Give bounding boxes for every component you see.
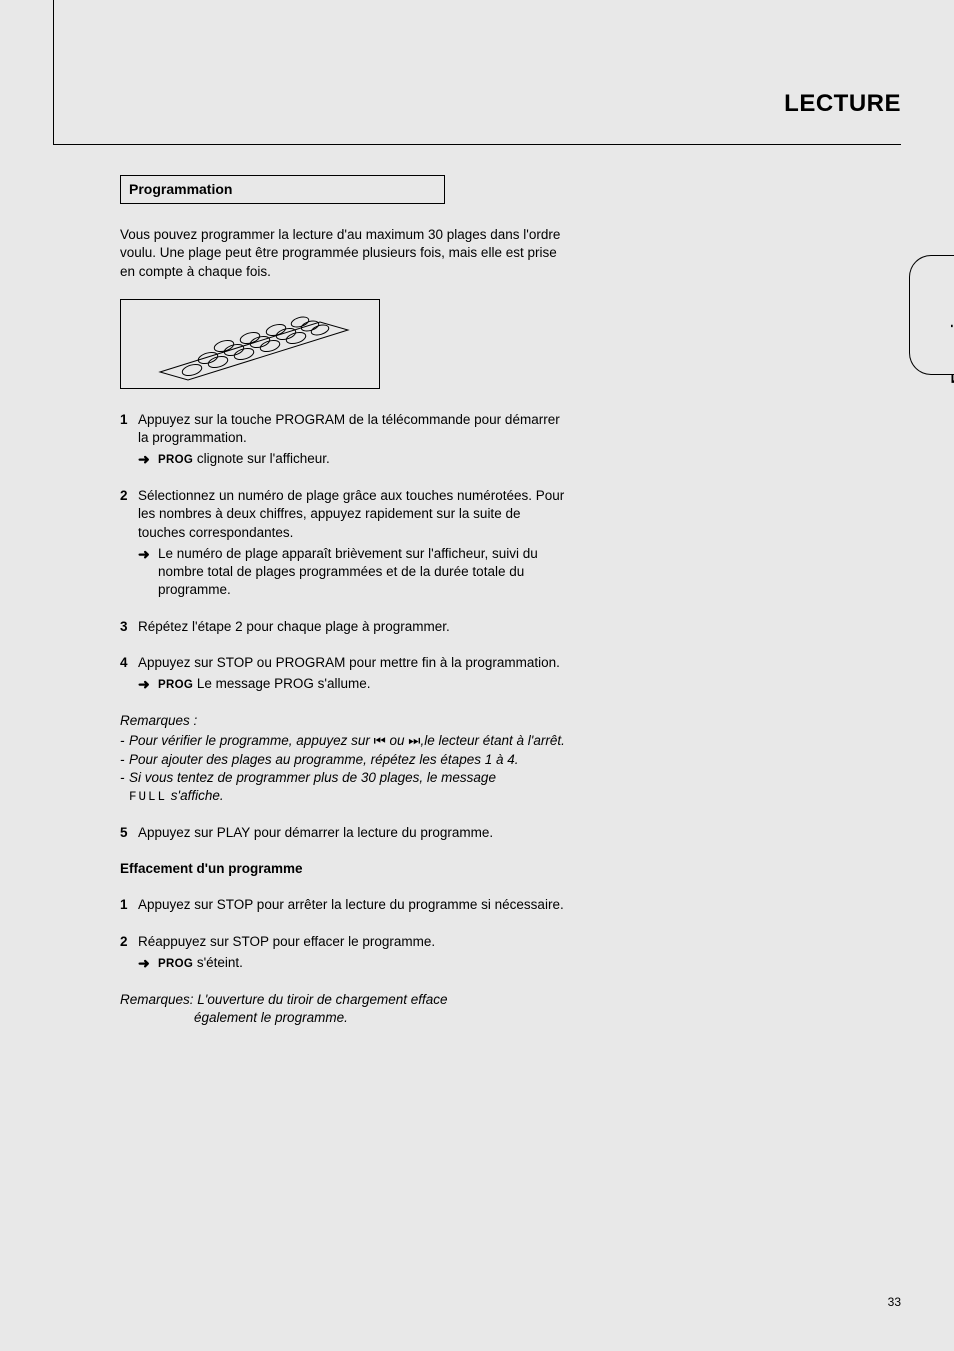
result-text: PROG clignote sur l'afficheur. (158, 450, 570, 469)
remarks-title: Remarques : (120, 712, 570, 730)
remote-control-figure (120, 299, 380, 389)
step-body: Répétez l'étape 2 pour chaque plage à pr… (138, 618, 570, 636)
step-text: Appuyez sur la touche PROGRAM de la télé… (138, 412, 560, 445)
remarks-block: Remarques : - Pour vérifier le programme… (120, 712, 570, 806)
step-number: 2 (120, 933, 138, 973)
step-number: 4 (120, 654, 138, 694)
step-body: Appuyez sur STOP pour arrêter la lecture… (138, 896, 570, 914)
main-content: Programmation Vous pouvez programmer la … (120, 175, 570, 1027)
subheading-erase: Effacement d'un programme (120, 860, 570, 878)
remark-part: ,le lecteur étant à l'arrêt. (420, 733, 564, 748)
step-text: Appuyez sur STOP ou PROGRAM pour mettre … (138, 655, 560, 670)
remark-text: Pour vérifier le programme, appuyez sur … (129, 732, 570, 751)
arrow-icon: ➜ (138, 675, 158, 694)
language-tab-label: Français (948, 314, 954, 384)
result-suffix: s'éteint. (193, 955, 243, 970)
arrow-icon: ➜ (138, 545, 158, 600)
step-number: 1 (120, 896, 138, 914)
erase-step-2: 2 Réappuyez sur STOP pour effacer le pro… (120, 933, 570, 973)
step-result: ➜ Le numéro de plage apparaît brièvement… (138, 545, 570, 600)
remark-3: - Si vous tentez de programmer plus de 3… (120, 769, 570, 787)
remark-part: Pour vérifier le programme, appuyez sur (129, 733, 374, 748)
erase-step-1: 1 Appuyez sur STOP pour arrêter la lectu… (120, 896, 570, 914)
step-text: Répétez l'étape 2 pour chaque plage à pr… (138, 619, 450, 634)
remark-part: Si vous tentez de programmer plus de 30 … (129, 770, 496, 785)
remote-illustration (130, 304, 370, 384)
page-number: 33 (888, 1295, 901, 1309)
prog-label: PROG (158, 958, 193, 970)
section-heading-box: Programmation (120, 175, 445, 204)
footer-remark-line1: Remarques: L'ouverture du tiroir de char… (120, 991, 570, 1009)
prog-label: PROG (158, 454, 193, 466)
skip-next-icon: ⏭ (408, 732, 420, 750)
page-title: LECTURE (784, 90, 901, 118)
prog-label: PROG (158, 679, 193, 691)
result-suffix: Le message PROG s'allume. (193, 676, 370, 691)
page-header: LECTURE (53, 0, 901, 145)
step-body: Appuyez sur PLAY pour démarrer la lectur… (138, 824, 570, 842)
step-text: Sélectionnez un numéro de plage grâce au… (138, 488, 564, 539)
remark-1: - Pour vérifier le programme, appuyez su… (120, 732, 570, 751)
remark-text: Si vous tentez de programmer plus de 30 … (129, 769, 570, 787)
remark-2: - Pour ajouter des plages au programme, … (120, 751, 570, 769)
section-heading: Programmation (129, 181, 232, 197)
arrow-icon: ➜ (138, 450, 158, 469)
remark-dash: - (120, 751, 129, 769)
intro-paragraph: Vous pouvez programmer la lecture d'au m… (120, 226, 570, 281)
result-suffix: clignote sur l'afficheur. (193, 451, 330, 466)
step-result: ➜ PROG s'éteint. (138, 954, 570, 973)
result-text: PROG s'éteint. (158, 954, 570, 973)
step-number: 5 (120, 824, 138, 842)
remark-part: ou (386, 733, 409, 748)
full-message: FULL (129, 790, 167, 804)
step-1: 1 Appuyez sur la touche PROGRAM de la té… (120, 411, 570, 469)
step-2: 2 Sélectionnez un numéro de plage grâce … (120, 487, 570, 599)
remark-dash: - (120, 769, 129, 787)
step-body: Sélectionnez un numéro de plage grâce au… (138, 487, 570, 599)
arrow-icon: ➜ (138, 954, 158, 973)
skip-previous-icon: ⏮ (374, 732, 386, 750)
remark-text: Pour ajouter des plages au programme, ré… (129, 751, 570, 769)
remark-part: s'affiche. (167, 788, 224, 803)
footer-remark-line2: également le programme. (120, 1009, 570, 1027)
result-text: Le numéro de plage apparaît brièvement s… (158, 545, 570, 600)
result-text: PROG Le message PROG s'allume. (158, 675, 570, 694)
step-text: Appuyez sur STOP pour arrêter la lecture… (138, 897, 564, 912)
step-5: 5 Appuyez sur PLAY pour démarrer la lect… (120, 824, 570, 842)
step-body: Appuyez sur STOP ou PROGRAM pour mettre … (138, 654, 570, 694)
remark-dash: - (120, 732, 129, 751)
step-body: Réappuyez sur STOP pour effacer le progr… (138, 933, 570, 973)
step-body: Appuyez sur la touche PROGRAM de la télé… (138, 411, 570, 469)
step-number: 2 (120, 487, 138, 599)
step-result: ➜ PROG Le message PROG s'allume. (138, 675, 570, 694)
step-number: 1 (120, 411, 138, 469)
header-underline (53, 144, 901, 145)
step-number: 3 (120, 618, 138, 636)
step-text: Appuyez sur PLAY pour démarrer la lectur… (138, 825, 493, 840)
step-3: 3 Répétez l'étape 2 pour chaque plage à … (120, 618, 570, 636)
remark-3-line2: FULL s'affiche. (120, 787, 570, 806)
step-text: Réappuyez sur STOP pour effacer le progr… (138, 934, 435, 949)
step-4: 4 Appuyez sur STOP ou PROGRAM pour mettr… (120, 654, 570, 694)
step-result: ➜ PROG clignote sur l'afficheur. (138, 450, 570, 469)
